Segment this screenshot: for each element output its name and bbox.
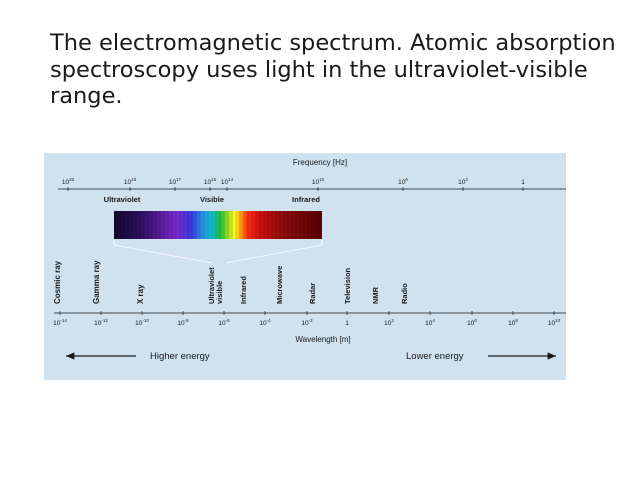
wavelength-tick-label: 10-8 <box>177 318 189 327</box>
region-label-cosmic-ray: Cosmic ray <box>53 260 62 304</box>
region-label-infrared: Infrared <box>239 276 248 304</box>
wavelength-tick-label: 10-6 <box>218 318 230 327</box>
wavelength-tick-label: 102 <box>384 318 394 327</box>
frequency-tick-label: 1014 <box>221 177 234 186</box>
region-label-ultraviolet: Ultraviolet <box>207 267 216 304</box>
slide-title-line: The electromagnetic spectrum. Atomic abs… <box>50 30 616 56</box>
connector-line <box>225 244 323 264</box>
higher-energy-label: Higher energy <box>150 351 210 362</box>
wavelength-axis-label: Wavelength [m] <box>295 335 350 344</box>
region-label-gamma-ray: Gamma ray <box>92 260 101 304</box>
lower-energy-label: Lower energy <box>406 351 464 362</box>
frequency-tick-label: 1010 <box>312 177 325 186</box>
electromagnetic-spectrum-figure: Frequency [Hz] 1020 1018 1017 1015 1014 1010 1… <box>44 153 566 380</box>
region-label-radar: Radar <box>308 283 317 304</box>
wavelength-tick-label: 10-12 <box>94 318 108 327</box>
slide-title-line: spectroscopy uses light in the ultraviol… <box>50 56 588 83</box>
frequency-ticks: 102010181017101510141010106103110-3 <box>62 177 525 191</box>
band-label-visible: Visible <box>200 195 224 204</box>
frequency-tick-label: 1 <box>521 179 525 186</box>
connector-line <box>113 244 213 264</box>
region-label-microwave: Microwave <box>275 266 284 304</box>
wavelength-tick-label: 1 <box>345 320 349 327</box>
wavelength-tick-label: 104 <box>425 318 435 327</box>
frequency-tick-label: 1020 <box>62 177 75 186</box>
region-label-visible: visible <box>215 281 224 304</box>
spectrum-stripes <box>115 211 317 239</box>
wavelength-tick-label: 10-14 <box>53 318 67 327</box>
region-label-radio: Radio <box>400 283 409 304</box>
region-label-nmr: NMR <box>371 286 380 304</box>
wavelength-ticks: 10-14 10-12 10-10 10-8 10-6 10-4 10-2 1 102 104 10… <box>53 311 561 327</box>
frequency-tick-label: 1017 <box>169 177 182 186</box>
region-label-television: Television <box>343 267 352 304</box>
spectrum-regions: Cosmic ray Gamma ray X ray Ultraviolet visib… <box>53 260 409 304</box>
slide-title: The electromagnetic spectrum. Atomic abs… <box>50 30 616 110</box>
spectrum-color-strip <box>114 211 322 239</box>
frequency-tick-label: 1018 <box>124 177 137 186</box>
slide-title-line: range. <box>50 83 123 109</box>
frequency-axis-label: Frequency [Hz] <box>293 158 347 167</box>
wavelength-tick-label: 1010 <box>548 318 561 327</box>
wavelength-tick-label: 10-4 <box>259 318 271 327</box>
wavelength-tick-label: 106 <box>467 318 477 327</box>
frequency-tick-label: 1015 <box>204 177 217 186</box>
region-label-x-ray: X ray <box>136 284 145 304</box>
wavelength-tick-label: 10-2 <box>301 318 313 327</box>
frequency-tick-label: 106 <box>398 177 408 186</box>
wavelength-tick-label: 108 <box>508 318 518 327</box>
band-label-ultraviolet: Ultraviolet <box>104 195 141 204</box>
frequency-tick-label: 103 <box>458 177 468 186</box>
wavelength-tick-label: 10-10 <box>135 318 149 327</box>
spectrum-diagram: Frequency [Hz] 1020 1018 1017 1015 1014 1010 1… <box>53 158 566 362</box>
band-label-infrared: Infrared <box>292 195 320 204</box>
